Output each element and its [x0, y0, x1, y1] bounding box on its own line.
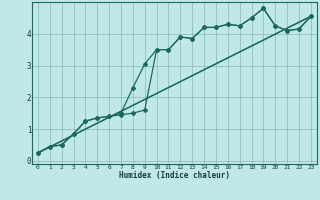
X-axis label: Humidex (Indice chaleur): Humidex (Indice chaleur) — [119, 171, 230, 180]
